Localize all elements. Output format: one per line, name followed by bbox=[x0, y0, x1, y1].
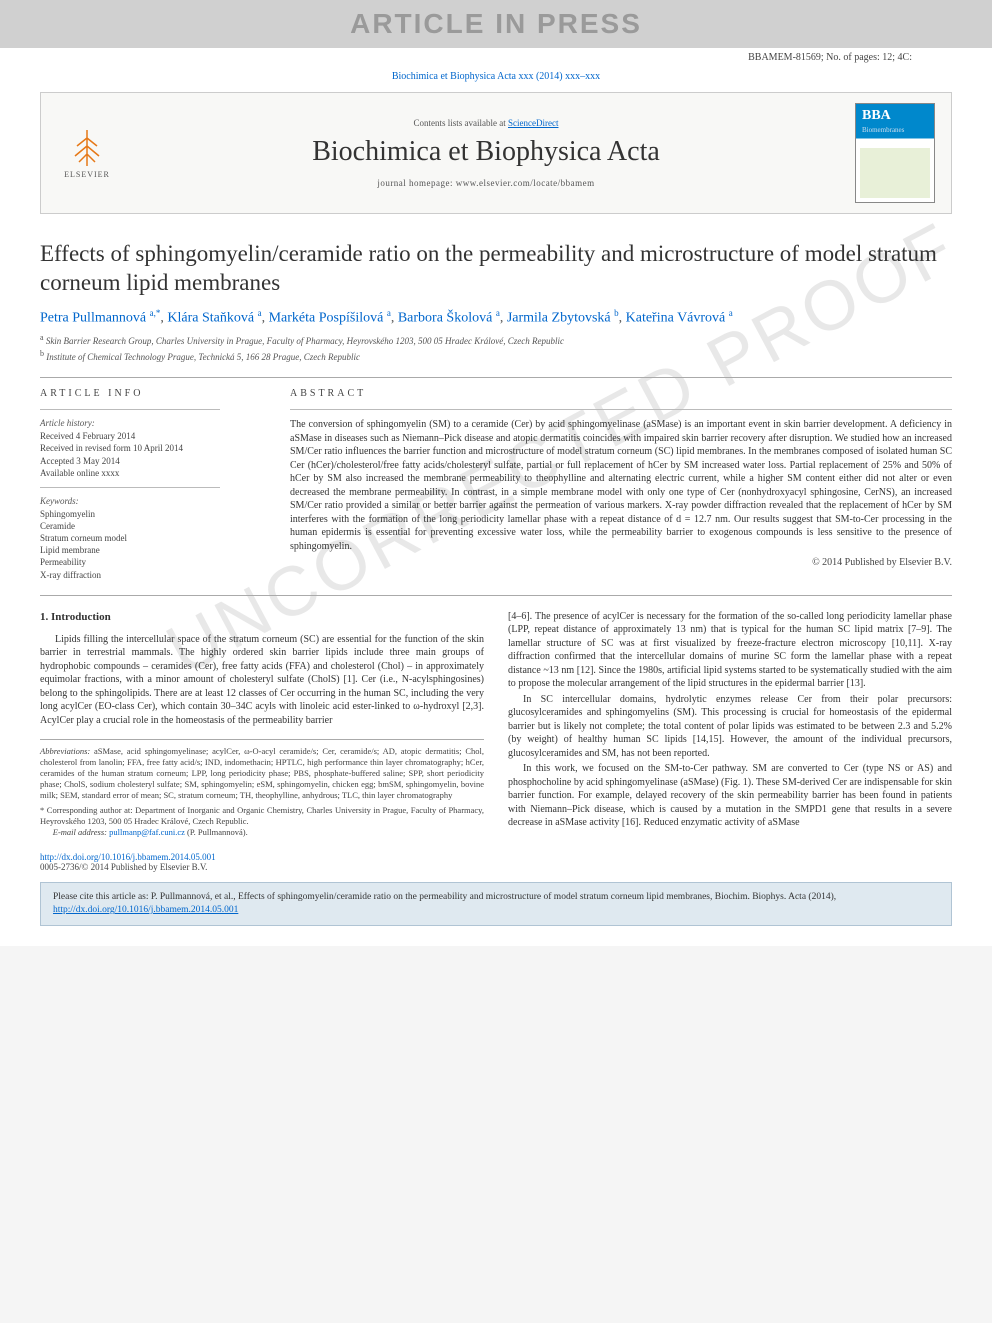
aff-text: Institute of Chemical Technology Prague,… bbox=[46, 352, 360, 362]
bba-sub: Biomembranes bbox=[862, 126, 904, 134]
tree-icon bbox=[67, 128, 107, 168]
history-line: Received in revised form 10 April 2014 bbox=[40, 442, 260, 454]
divider bbox=[40, 487, 220, 488]
email-link[interactable]: pullmanp@faf.cuni.cz bbox=[109, 827, 185, 837]
affiliation: a Skin Barrier Research Group, Charles U… bbox=[40, 332, 952, 348]
keyword: Ceramide bbox=[40, 520, 260, 532]
bba-label: BBA bbox=[862, 108, 891, 124]
homepage-line: journal homepage: www.elsevier.com/locat… bbox=[133, 178, 839, 188]
corr-text: Corresponding author at: Department of I… bbox=[40, 805, 484, 826]
citation-box: Please cite this article as: P. Pullmann… bbox=[40, 882, 952, 926]
contents-line: Contents lists available at ScienceDirec… bbox=[133, 118, 839, 128]
body-paragraph: [4–6]. The presence of acylCer is necess… bbox=[508, 610, 952, 691]
abbrev-label: Abbreviations: bbox=[40, 746, 90, 756]
author-aff: b bbox=[614, 308, 619, 318]
header-center: Contents lists available at ScienceDirec… bbox=[133, 118, 839, 188]
page: UNCORRECTED PROOF BBAMEM-81569; No. of p… bbox=[0, 48, 992, 946]
journal-header: ELSEVIER Contents lists available at Sci… bbox=[40, 92, 952, 214]
email-label: E-mail address: bbox=[53, 827, 107, 837]
email-line: E-mail address: pullmanp@faf.cuni.cz (P.… bbox=[53, 827, 484, 838]
author-link[interactable]: Barbora Školová bbox=[398, 310, 492, 325]
article-info-heading: ARTICLE INFO bbox=[40, 388, 260, 399]
contents-prefix: Contents lists available at bbox=[414, 118, 508, 128]
divider bbox=[40, 377, 952, 378]
doc-id: BBAMEM-81569; No. of pages: 12; 4C: bbox=[40, 48, 952, 65]
body-paragraph: In SC intercellular domains, hydrolytic … bbox=[508, 693, 952, 761]
author-link[interactable]: Petra Pullmannová bbox=[40, 310, 146, 325]
abstract-heading: ABSTRACT bbox=[290, 388, 952, 399]
author-link[interactable]: Jarmila Zbytovská bbox=[507, 310, 611, 325]
article-title: Effects of sphingomyelin/ceramide ratio … bbox=[40, 240, 952, 298]
author-link[interactable]: Markéta Pospíšilová bbox=[269, 310, 384, 325]
history-label: Article history: bbox=[40, 418, 260, 428]
history-line: Available online xxxx bbox=[40, 467, 260, 479]
abstract-col: ABSTRACT The conversion of sphingomyelin… bbox=[290, 388, 952, 580]
author-aff: a bbox=[496, 308, 500, 318]
divider bbox=[40, 595, 952, 596]
article-info-col: ARTICLE INFO Article history: Received 4… bbox=[40, 388, 260, 580]
abbreviations: Abbreviations: aSMase, acid sphingomyeli… bbox=[40, 746, 484, 801]
divider bbox=[290, 409, 952, 410]
affiliation: b Institute of Chemical Technology Pragu… bbox=[40, 348, 952, 364]
bba-cover: BBA Biomembranes bbox=[855, 103, 935, 203]
author-list: Petra Pullmannová a,*, Klára Staňková a,… bbox=[40, 308, 952, 327]
aff-text: Skin Barrier Research Group, Charles Uni… bbox=[46, 336, 564, 346]
body-paragraph: In this work, we focused on the SM-to-Ce… bbox=[508, 762, 952, 830]
corr-marker: * bbox=[40, 805, 44, 815]
keyword: Permeability bbox=[40, 556, 260, 568]
keyword: X-ray diffraction bbox=[40, 569, 260, 581]
keyword: Lipid membrane bbox=[40, 544, 260, 556]
keywords-label: Keywords: bbox=[40, 496, 260, 506]
email-suffix: (P. Pullmannová). bbox=[187, 827, 248, 837]
journal-reference: Biochimica et Biophysica Acta xxx (2014)… bbox=[40, 65, 952, 92]
doi-link[interactable]: http://dx.doi.org/10.1016/j.bbamem.2014.… bbox=[40, 852, 216, 862]
copyright: © 2014 Published by Elsevier B.V. bbox=[290, 557, 952, 568]
aff-sup: a bbox=[40, 333, 44, 342]
history-line: Received 4 February 2014 bbox=[40, 430, 260, 442]
corresponding: * Corresponding author at: Department of… bbox=[40, 805, 484, 827]
author-link[interactable]: Klára Staňková bbox=[167, 310, 254, 325]
author-aff: a,* bbox=[150, 308, 161, 318]
footnotes: Abbreviations: aSMase, acid sphingomyeli… bbox=[40, 739, 484, 838]
author-link[interactable]: Kateřina Vávrová bbox=[626, 310, 726, 325]
citation-text: Please cite this article as: P. Pullmann… bbox=[53, 892, 836, 902]
bba-cover-image bbox=[860, 148, 930, 198]
elsevier-label: ELSEVIER bbox=[64, 170, 110, 179]
author-aff: a bbox=[387, 308, 391, 318]
author-aff: a bbox=[258, 308, 262, 318]
body-paragraph: Lipids filling the intercellular space o… bbox=[40, 633, 484, 728]
issn-line: 0005-2736/© 2014 Published by Elsevier B… bbox=[40, 862, 207, 872]
keyword: Stratum corneum model bbox=[40, 532, 260, 544]
journal-name: Biochimica et Biophysica Acta bbox=[133, 136, 839, 168]
abstract-text: The conversion of sphingomyelin (SM) to … bbox=[290, 418, 952, 553]
in-press-banner: ARTICLE IN PRESS bbox=[0, 0, 992, 48]
elsevier-logo: ELSEVIER bbox=[57, 118, 117, 188]
doi-block: http://dx.doi.org/10.1016/j.bbamem.2014.… bbox=[40, 852, 952, 872]
citation-doi-link[interactable]: http://dx.doi.org/10.1016/j.bbamem.2014.… bbox=[53, 905, 238, 915]
keyword: Sphingomyelin bbox=[40, 508, 260, 520]
sciencedirect-link[interactable]: ScienceDirect bbox=[508, 118, 558, 128]
homepage-url: www.elsevier.com/locate/bbamem bbox=[456, 178, 595, 188]
intro-heading: 1. Introduction bbox=[40, 610, 484, 625]
author-aff: a bbox=[729, 308, 733, 318]
body-columns: 1. Introduction Lipids filling the inter… bbox=[40, 610, 952, 839]
divider bbox=[40, 409, 220, 410]
abbrev-text: aSMase, acid sphingomyelinase; acylCer, … bbox=[40, 746, 484, 800]
homepage-prefix: journal homepage: bbox=[377, 178, 455, 188]
history-line: Accepted 3 May 2014 bbox=[40, 455, 260, 467]
aff-sup: b bbox=[40, 349, 44, 358]
meta-abstract-row: ARTICLE INFO Article history: Received 4… bbox=[40, 388, 952, 580]
